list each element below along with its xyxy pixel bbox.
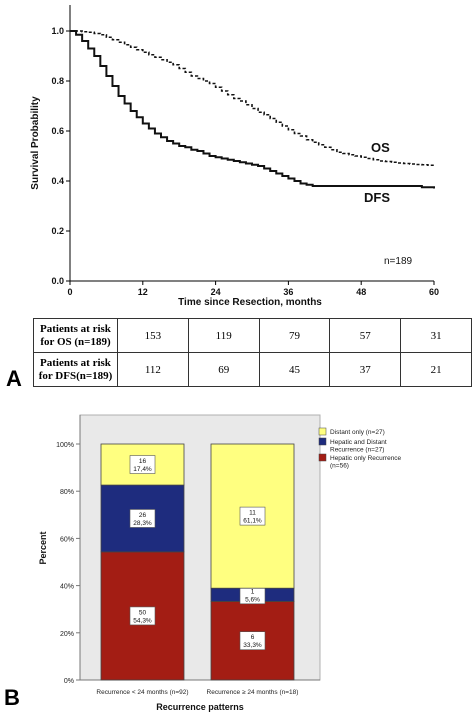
risk-table: Patients at risk for OS (n=189) 153 119 …: [33, 318, 472, 387]
risk-cell: 79: [258, 318, 331, 353]
b-y-tick-label: 60%: [60, 536, 74, 543]
b-y-ticks: 0% 20% 40% 60% 80% 100%: [56, 442, 80, 685]
b-legend-swatch: [318, 427, 327, 436]
b-legend: Distant only (n=27) Hepatic and Distant Re…: [318, 427, 402, 470]
risk-cell: 153: [117, 318, 189, 353]
risk-cell: 69: [187, 352, 260, 387]
b-data-label-count: 11: [249, 510, 256, 517]
a-x-tick-label: 12: [138, 287, 148, 297]
risk-row-label: Patients at risk for DFS(n=189): [33, 352, 118, 387]
b-x-tick-label: Recurrence < 24 months (n=92): [96, 689, 188, 696]
risk-cell: 31: [400, 318, 472, 353]
risk-table-row-dfs: Patients at risk for DFS(n=189) 112 69 4…: [33, 352, 472, 387]
b-data-label-percent: 17,4%: [133, 466, 152, 473]
b-legend-label: Hepatic only Recurrence (n=56): [330, 455, 402, 470]
b-data-label-box: [129, 455, 156, 474]
a-series-dfs-line: [70, 30, 435, 189]
b-data-label-count: 16: [139, 458, 147, 465]
b-y-axis-label: Percent: [38, 531, 48, 564]
a-y-tick-label: 0.4: [51, 176, 64, 186]
risk-row-label: Patients at risk for OS (n=189): [33, 318, 118, 353]
b-y-tick-label: 40%: [60, 584, 74, 591]
a-x-axis-label: Time since Resection, months: [178, 297, 322, 308]
b-legend-swatch: [318, 453, 327, 462]
risk-cell: 119: [187, 318, 260, 353]
a-series-os-line: [70, 30, 435, 167]
b-data-label-percent: 54,3%: [133, 617, 152, 624]
b-legend-label-line: (n=56): [330, 463, 349, 470]
b-data-label-count: 6: [251, 634, 255, 641]
b-data-label-box: [239, 631, 266, 651]
panel-a-km-chart: 0.0 0.2 0.4 0.6 0.8 1.0 0 12 24 36 48 60 OS DFS n=…: [30, 5, 439, 308]
b-data-label-percent: 61,1%: [243, 518, 262, 525]
a-y-tick-label: 0.2: [51, 226, 64, 236]
b-data-label-percent: 5,6%: [245, 596, 260, 603]
b-legend-label-line: Hepatic only Recurrence: [330, 455, 402, 462]
risk-cell: 37: [329, 352, 402, 387]
a-y-tick-label: 1.0: [51, 26, 64, 36]
a-x-tick-label: 60: [429, 287, 439, 297]
b-y-tick-label: 20%: [60, 631, 74, 638]
b-data-label-count: 50: [139, 609, 147, 616]
b-data-label-box: [129, 606, 156, 626]
a-x-tick-label: 0: [67, 287, 72, 297]
a-x-tick-label: 36: [283, 287, 293, 297]
b-y-tick-label: 100%: [56, 442, 74, 449]
b-data-label-percent: 33,3%: [243, 642, 262, 649]
a-y-ticks: 0.0 0.2 0.4 0.6 0.8 1.0: [51, 26, 70, 286]
b-data-label-count: 26: [139, 512, 147, 519]
risk-table-row-os: Patients at risk for OS (n=189) 153 119 …: [33, 318, 472, 353]
b-y-tick-label: 0%: [64, 678, 74, 685]
b-data-label-box: [239, 506, 266, 526]
panel-b-stacked-bar-chart: 0%20%40%60%80%100% 5054,3%2628,3%1617,4%…: [38, 414, 402, 712]
b-x-ticks: Recurrence < 24 months (n=92) Recurrence …: [96, 689, 298, 696]
b-y-tick-label: 80%: [60, 489, 74, 496]
risk-cell: 45: [258, 352, 331, 387]
b-data-label-count: 1: [251, 588, 255, 595]
a-dfs-series-label: DFS: [364, 190, 390, 205]
risk-cell: 112: [117, 352, 189, 387]
b-x-axis-label: Recurrence patterns: [156, 702, 244, 712]
b-legend-label: Distant only (n=27): [330, 429, 385, 436]
b-data-label-percent: 28,3%: [133, 520, 152, 527]
panel-a-letter: A: [6, 366, 22, 391]
a-annotation-n: n=189: [384, 256, 413, 267]
a-x-tick-label: 24: [211, 287, 221, 297]
a-y-axis-label: Survival Probability: [30, 96, 41, 190]
b-data-label-box: [129, 509, 156, 528]
a-y-tick-label: 0.6: [51, 126, 64, 136]
a-y-tick-label: 0.8: [51, 76, 64, 86]
b-x-tick-label: Recurrence ≥ 24 months (n=18): [207, 689, 299, 696]
b-legend-label-line: Recurrence (n=27): [330, 447, 384, 454]
risk-cell: 57: [329, 318, 402, 353]
risk-cell: 21: [400, 352, 472, 387]
b-legend-swatch: [318, 437, 327, 446]
b-legend-label-line: Hepatic and Distant: [330, 439, 387, 446]
a-series-lines: [70, 30, 435, 189]
a-y-tick-label: 0.0: [51, 276, 64, 286]
a-x-tick-label: 48: [356, 287, 366, 297]
a-x-ticks: 0 12 24 36 48 60: [67, 281, 439, 297]
a-os-series-label: OS: [371, 140, 390, 155]
b-legend-label: Hepatic and Distant Recurrence (n=27): [330, 439, 387, 454]
panel-b-letter: B: [4, 685, 20, 710]
